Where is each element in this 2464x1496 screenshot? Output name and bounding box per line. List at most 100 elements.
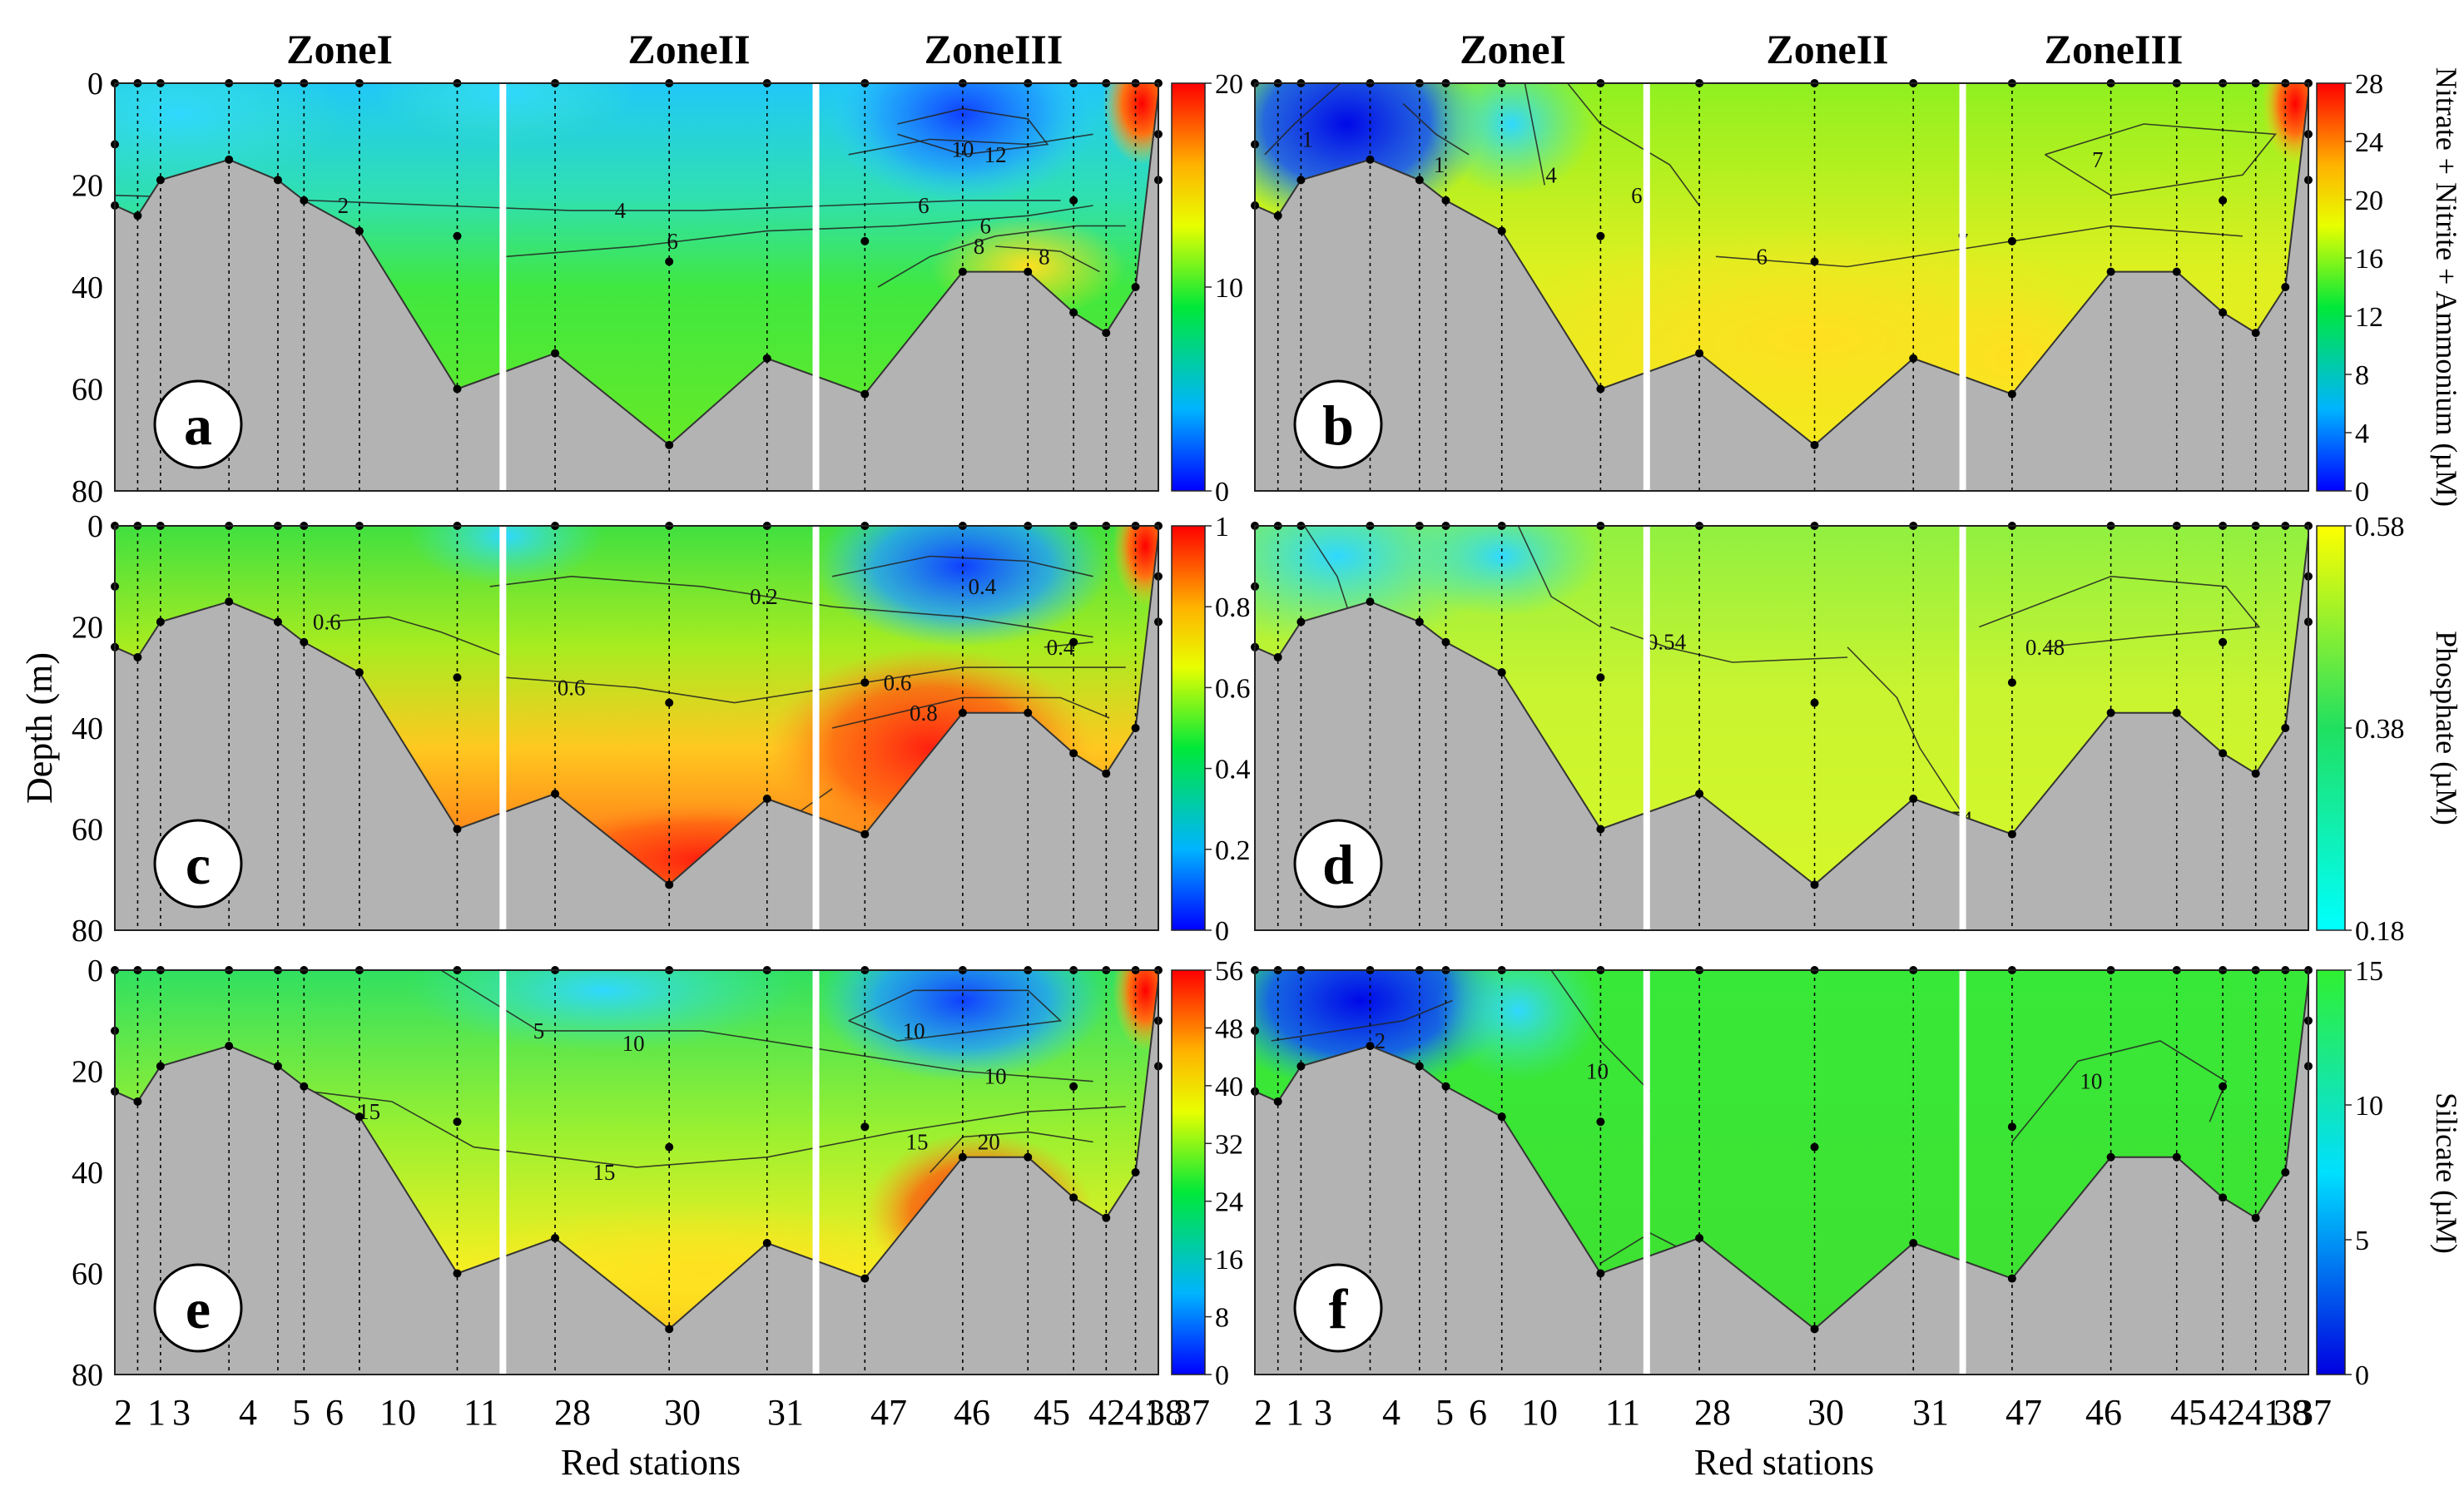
panel-c: 0.2 0.4 0.4 0.6 0.6 0.6 0.8 c [111,522,1212,931]
sample-point [2007,678,2016,687]
panel-label-circle [1293,819,1383,909]
sample-point [453,1117,462,1127]
sample-point [1024,708,1033,717]
contour-label: 10 [951,137,974,162]
colorbar-tick: 0.8 [1215,592,1251,623]
sample-point [300,196,309,205]
x-axis-label-right: Red stations [1694,1442,1874,1483]
gradient-patch [115,83,344,186]
sample-point [2251,329,2260,338]
colorbar-tick: 20 [1215,69,1243,100]
station-tick: 42 [1088,1392,1125,1433]
colorbar-tick: 0 [1215,1360,1229,1391]
station-tick: 11 [464,1392,498,1433]
sample-point [1069,1193,1078,1202]
station-tick: 37 [1173,1392,1210,1433]
zone-separator [1643,83,1650,491]
sample-point [1497,226,1506,235]
colorbar-tick: 40 [1215,1072,1243,1102]
sample-point [1415,176,1424,185]
station-tick: 10 [1521,1392,1558,1433]
zone-separator [812,970,820,1375]
sample-point [273,1062,282,1071]
contour-label: 10 [2080,1069,2102,1094]
panel-label: e [186,1277,211,1340]
zone-separator [499,83,507,491]
contour-label: 0.6 [313,609,341,634]
sample-point [300,637,309,646]
sample-point [1695,349,1704,358]
depth-tick: 80 [72,914,103,949]
sample-point [958,708,967,717]
depth-tick: 60 [72,1257,103,1292]
sample-point [133,652,142,661]
depth-tick-hidden: 60 [1213,813,1245,848]
sample-point [354,668,364,677]
colorbar-label-1: Nitrate + Nitrite + Ammonium (µM) [2430,67,2463,507]
sample-point [2219,1193,2228,1202]
x-axis-label-left: Red stations [561,1442,741,1483]
sample-point [1069,637,1078,646]
depth-tick: 60 [72,813,103,848]
sample-point [665,1325,674,1334]
depth-tick: 0 [87,67,103,102]
panel-label: c [186,833,211,896]
sample-point [860,1274,870,1283]
contour-line [2011,1040,2228,1143]
contour-label: 20 [978,1130,1000,1155]
colorbar [1171,525,1206,931]
sample-point [1810,257,1819,266]
sample-point [860,678,870,687]
panel-label-circle [1293,1263,1383,1353]
station-tick: 45 [2170,1392,2207,1433]
zone-label-3-left: ZoneIII [925,26,1063,72]
sample-point [2219,637,2228,646]
contour-label: 5 [533,1018,545,1043]
station-tick: 37 [2295,1392,2332,1433]
sample-point [156,1062,165,1071]
depth-tick-hidden: 0 [1229,954,1245,988]
sample-point [1296,176,1306,185]
colorbar [1171,969,1206,1375]
sample-point [2106,1152,2115,1162]
colorbar-tick: 15 [2355,956,2383,987]
contour-label: 0.54 [1647,630,1687,655]
contour-line [897,107,1049,156]
colorbar-tick: 5 [2355,1226,2369,1256]
colorbar [2316,525,2346,931]
sample-point [1102,769,1111,778]
contour-line [848,133,1093,156]
zone-separator [1643,970,1650,1375]
panel-d: 0.540.540.48d [1251,522,2352,931]
gradient-patch [1113,970,1158,1052]
station-tick: 6 [1469,1392,1487,1433]
sample-point [1810,880,1819,889]
contour-line [489,575,1093,638]
sample-point [1415,617,1424,627]
contour-label: 6 [667,229,678,254]
sample-point [665,440,674,449]
colorbar-tick: 8 [1215,1303,1229,1334]
sample-point [2219,1082,2228,1091]
contour-line [930,1131,1093,1173]
station-tick: 5 [1435,1392,1454,1433]
station-tick: 38 [2273,1392,2310,1433]
panel-label-circle [1293,379,1383,469]
zone-label-2-left: ZoneII [627,26,750,72]
station-tick: 3 [172,1392,191,1433]
contour-label: 0.2 [750,584,778,609]
contour-label: 4 [615,198,627,223]
sample-point [2281,1168,2290,1176]
sample-point [1273,652,1282,661]
contour-label: 0.4 [969,574,997,599]
sample-point [1102,329,1111,338]
zone-separator [1643,526,1650,930]
depth-tick: 20 [72,611,103,646]
contour-line [877,225,1126,288]
depth-tick-hidden: 40 [1213,1156,1245,1191]
station-tick: 5 [292,1392,310,1433]
colorbar-tick: 28 [2355,69,2383,100]
